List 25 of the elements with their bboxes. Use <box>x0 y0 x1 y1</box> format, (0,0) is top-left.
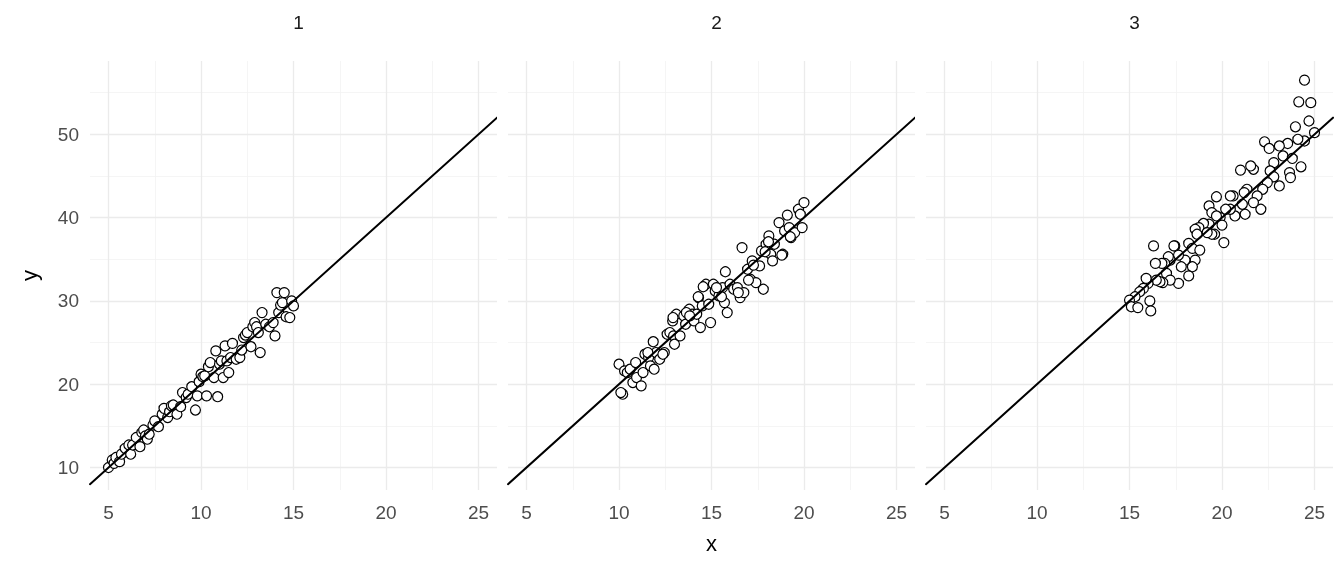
chart-title: 2 <box>711 12 722 33</box>
y-tick-label: 20 <box>57 373 79 395</box>
y-tick-label: 30 <box>57 290 79 312</box>
x-tick-label: 25 <box>1303 502 1326 523</box>
x-tick-label: 20 <box>1211 502 1233 523</box>
x-tick-label: 20 <box>793 502 815 523</box>
x-tick-label: 10 <box>190 502 212 523</box>
y-tick-label: 50 <box>57 123 79 145</box>
x-tick-label: 5 <box>939 502 950 523</box>
x-tick-label: 15 <box>1118 502 1141 523</box>
x-tick-label: 5 <box>521 502 532 523</box>
chart-title: 3 <box>1129 12 1140 33</box>
x-tick-label: 15 <box>282 502 305 523</box>
x-tick-label: 25 <box>467 502 490 523</box>
x-tick-label: 10 <box>1026 502 1048 523</box>
x-tick-label: 10 <box>608 502 630 523</box>
y-axis-title: y <box>16 270 42 281</box>
chart-title: 1 <box>293 12 304 33</box>
y-tick-label: 40 <box>57 207 79 229</box>
x-tick-label: 5 <box>103 502 114 523</box>
x-tick-label: 25 <box>885 502 908 523</box>
x-tick-label: 15 <box>700 502 723 523</box>
x-axis-title: x <box>706 530 717 556</box>
y-tick-label: 10 <box>57 457 79 479</box>
x-tick-label: 20 <box>375 502 397 523</box>
